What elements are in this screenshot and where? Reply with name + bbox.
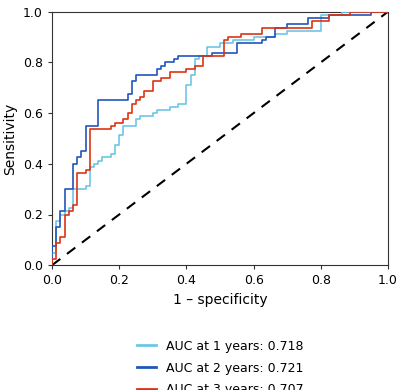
Legend: AUC at 1 years: 0.718, AUC at 2 years: 0.721, AUC at 3 years: 0.707: AUC at 1 years: 0.718, AUC at 2 years: 0… [132, 335, 308, 390]
X-axis label: 1 – specificity: 1 – specificity [173, 293, 267, 307]
Y-axis label: Sensitivity: Sensitivity [4, 102, 18, 175]
